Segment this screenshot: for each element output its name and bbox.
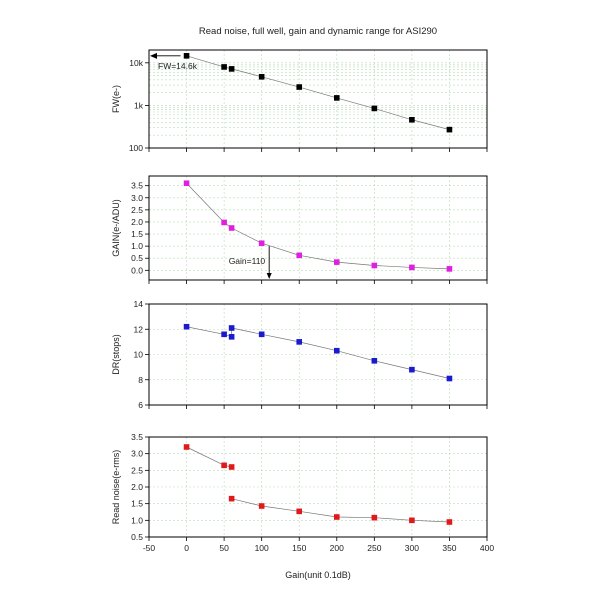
data-point-0-5 [333, 95, 340, 101]
y-tick-label-3-4: 2.5 [131, 465, 143, 475]
data-point-1-5 [333, 259, 340, 265]
y-tick-label-1-3: 1.5 [131, 229, 143, 239]
data-point-3-6 [333, 514, 340, 520]
y-tick-label-1-6: 3.0 [131, 193, 143, 203]
data-point-0-2 [228, 66, 235, 72]
y-tick-label-1-4: 2.0 [131, 217, 143, 227]
y-tick-label-1-2: 1.0 [131, 241, 143, 251]
y-tick-label-0-1: 1k [134, 100, 144, 110]
y-tick-label-2-4: 14 [134, 299, 144, 309]
data-point-1-8 [446, 266, 453, 272]
x-tick-label-1: 0 [184, 543, 189, 553]
data-point-1-4 [296, 252, 303, 259]
y-tick-label-3-5: 3.0 [131, 449, 143, 459]
x-tick-label-2: 50 [219, 543, 229, 553]
y-tick-label-2-0: 6 [138, 400, 143, 410]
data-point-0-1 [221, 64, 227, 70]
data-point-2-1 [221, 331, 227, 338]
y-tick-label-3-6: 3.5 [131, 432, 143, 442]
data-point-2-8 [409, 366, 415, 373]
data-point-3-2 [228, 464, 235, 470]
data-point-3-8 [409, 517, 415, 524]
series-line-3-1 [231, 498, 450, 523]
data-point-3-0 [183, 444, 190, 450]
data-point-2-3 [228, 325, 235, 331]
data-point-0-3 [258, 73, 265, 80]
annotation-arrowhead-1 [266, 273, 272, 279]
x-tick-label-8: 350 [442, 543, 456, 553]
data-point-3-9 [446, 519, 453, 525]
data-point-0-8 [446, 126, 453, 133]
y-tick-label-0-2: 10k [129, 58, 143, 68]
y-tick-label-1-5: 2.5 [131, 205, 143, 215]
annotation-text-1: Gain=110 [229, 256, 266, 266]
series-line-1-0 [186, 183, 450, 270]
data-point-1-1 [221, 219, 227, 226]
data-point-3-1 [221, 462, 227, 469]
x-tick-label-4: 150 [292, 543, 306, 553]
annotation-text-0: FW=14.6k [158, 61, 198, 71]
y-tick-label-3-2: 1.5 [131, 499, 143, 509]
data-point-1-0 [183, 180, 190, 187]
y-tick-label-2-2: 10 [134, 350, 144, 360]
y-tick-label-1-7: 3.5 [131, 181, 143, 191]
y-axis-label-1: GAIN(e-/ADU) [111, 199, 121, 257]
y-tick-label-2-1: 8 [138, 375, 143, 385]
y-tick-label-3-3: 2.0 [131, 482, 143, 492]
data-point-3-7 [371, 514, 378, 521]
data-point-2-2 [228, 334, 235, 340]
x-tick-label-3: 100 [255, 543, 269, 553]
panel-frame-0 [148, 49, 488, 149]
series-line-2-0 [186, 326, 450, 379]
data-point-2-7 [371, 358, 378, 364]
data-point-2-9 [446, 375, 453, 382]
data-point-1-3 [258, 240, 265, 247]
data-point-2-4 [258, 331, 265, 338]
data-point-0-7 [409, 116, 415, 123]
data-point-3-5 [296, 508, 303, 515]
y-tick-label-3-0: 0.5 [131, 532, 143, 542]
data-point-1-7 [409, 264, 415, 271]
y-axis-label-3: Read noise(e-rms) [111, 450, 121, 525]
data-point-0-6 [371, 105, 378, 112]
data-point-0-4 [296, 84, 303, 90]
x-tick-label-7: 300 [405, 543, 419, 553]
x-tick-label-6: 250 [367, 543, 381, 553]
data-point-1-6 [371, 262, 378, 269]
annotation-arrowhead-0 [150, 52, 157, 59]
y-tick-label-1-1: 0.5 [131, 253, 143, 263]
y-tick-label-1-0: 0.0 [131, 265, 143, 275]
data-point-1-2 [228, 225, 235, 231]
data-point-2-0 [183, 323, 190, 330]
chart-title: Read noise, full well, gain and dynamic … [199, 26, 437, 37]
data-point-2-6 [333, 347, 340, 354]
y-tick-label-3-1: 1.0 [131, 515, 143, 525]
y-tick-label-0-0: 100 [129, 143, 143, 153]
y-axis-label-0: FW(e-) [111, 85, 121, 113]
y-axis-label-2: DR(stops) [111, 334, 121, 375]
data-point-0-0 [183, 53, 190, 59]
x-tick-label-0: -50 [143, 543, 156, 553]
data-point-3-3 [228, 495, 235, 502]
y-tick-label-2-3: 12 [134, 324, 144, 334]
x-axis-label: Gain(unit 0.1dB) [285, 570, 351, 580]
data-point-2-5 [296, 339, 303, 345]
data-point-3-4 [258, 503, 265, 509]
panel-frame-1 [148, 175, 488, 281]
x-tick-label-9: 400 [480, 543, 494, 553]
x-tick-label-5: 200 [330, 543, 344, 553]
